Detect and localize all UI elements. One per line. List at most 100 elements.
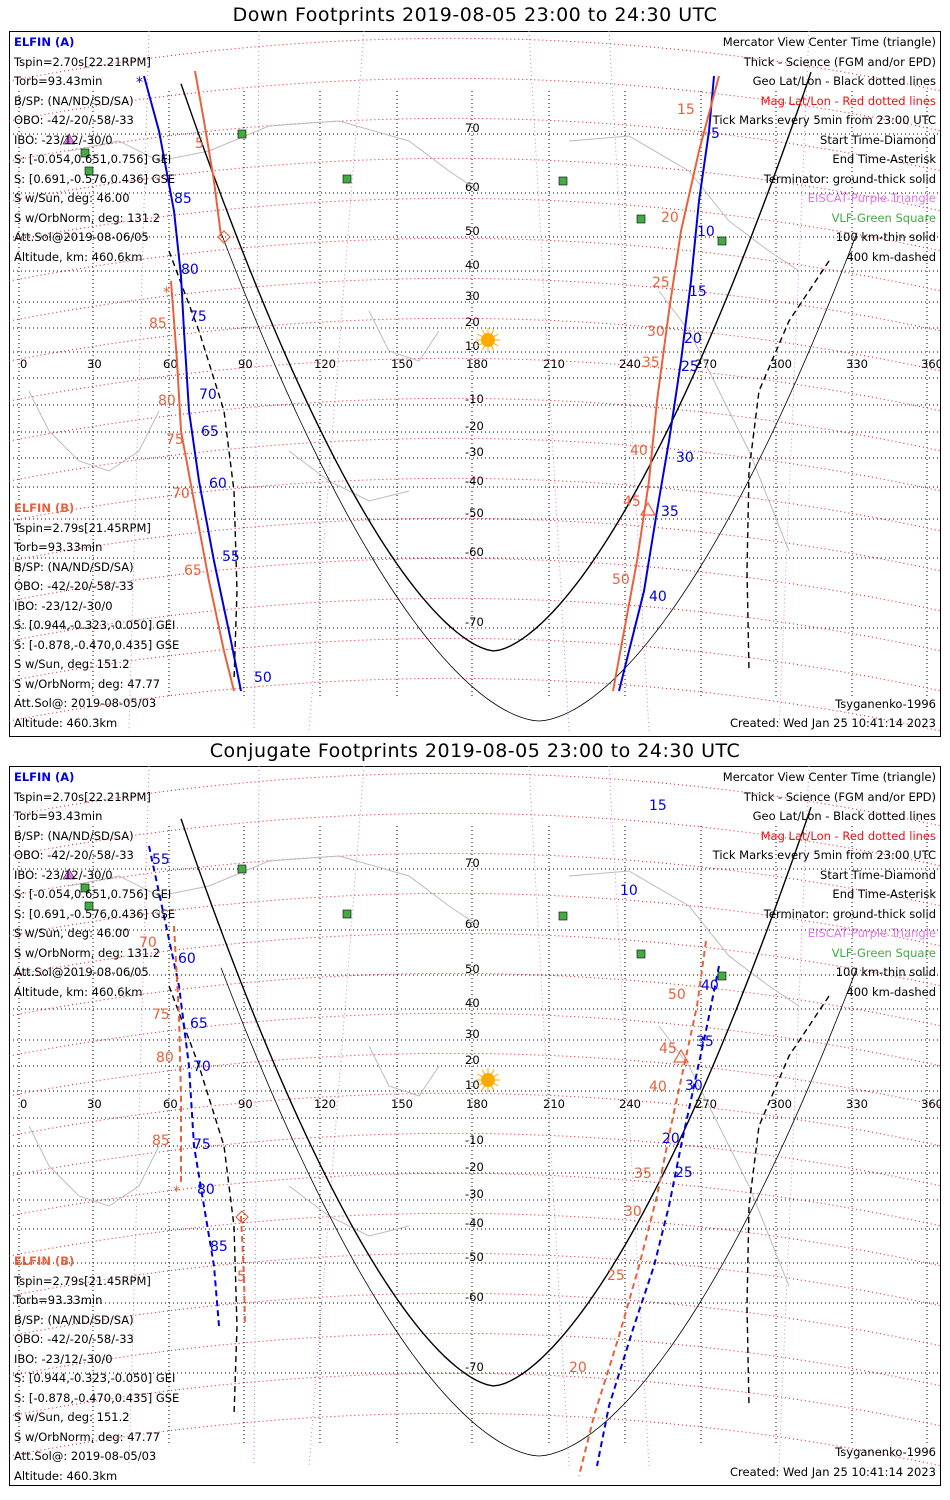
legend-item: Mercator View Center Time (triangle) bbox=[722, 35, 936, 49]
lon-tick-label: 0 bbox=[20, 1097, 27, 1111]
mag-meridian bbox=[778, 31, 810, 732]
elfin-b-tick-label: 25 bbox=[607, 1268, 625, 1284]
elfin-a-tick-label: 60 bbox=[178, 951, 196, 967]
legend-item: Tick Marks every 5min from 23:00 UTC bbox=[712, 113, 936, 127]
elfin-b-track bbox=[170, 280, 235, 692]
coastline bbox=[368, 1045, 440, 1097]
lat-tick-label: 10 bbox=[465, 1078, 480, 1092]
lat-tick-label: -40 bbox=[465, 1216, 484, 1230]
elfin-b-line: OBO: -42/-20/-58/-33 bbox=[14, 579, 134, 593]
vlf-square-icon bbox=[237, 129, 247, 139]
lat-tick-label: -50 bbox=[465, 506, 484, 520]
elfin-b-track bbox=[240, 1215, 246, 1327]
elfin-b-tick-label: 85 bbox=[152, 1133, 170, 1149]
vlf-square-icon bbox=[80, 148, 90, 158]
elfin-b-tick-label: 75 bbox=[166, 432, 184, 448]
coastline bbox=[288, 1185, 410, 1237]
elfin-b-line: Torb=93.33min bbox=[14, 540, 103, 554]
lat-tick-label: -30 bbox=[465, 445, 484, 459]
legend-item: Start Time-Diamond bbox=[820, 132, 936, 147]
elfin-a-track bbox=[596, 965, 720, 1467]
elfin-b-start-diamond bbox=[235, 1210, 249, 1224]
coastline bbox=[288, 450, 410, 502]
legend-item: VLF-Green Square bbox=[831, 945, 936, 960]
vlf-square-icon bbox=[558, 911, 568, 921]
lat-tick-label: 60 bbox=[465, 917, 480, 931]
elfin-b-tick-label: 70 bbox=[172, 486, 190, 502]
lon-tick-label: 60 bbox=[163, 1097, 178, 1111]
elfin-a-line: S: [0.691,-0.576,0.436] GSE bbox=[14, 171, 176, 186]
elfin-a-track bbox=[148, 845, 220, 1327]
lat-tick-label: -50 bbox=[465, 1250, 484, 1264]
elfin-b-track bbox=[173, 925, 182, 1186]
mag-meridian bbox=[253, 31, 260, 732]
coastline bbox=[658, 1025, 790, 1287]
elfin-b-tick-label: 25 bbox=[652, 275, 670, 291]
elfin-b-tick-label: 30 bbox=[624, 1204, 642, 1220]
mag-meridian bbox=[308, 31, 365, 732]
elfin-b-line: OBO: -42/-20/-58/-33 bbox=[14, 1332, 134, 1346]
elfin-a-line: S w/Sun, deg: 46.00 bbox=[14, 191, 130, 205]
elfin-a-header: ELFIN (A) bbox=[14, 770, 75, 784]
mag-meridian bbox=[128, 766, 150, 1467]
coastline bbox=[68, 855, 480, 927]
elfin-a-info: ELFIN (A) Tspin=2.70s[22.21RPM] Torb=93.… bbox=[14, 33, 175, 267]
elfin-a-line: S: [-0.054,0.651,0.756] GEI bbox=[14, 152, 172, 166]
legend-item: VLF-Green Square bbox=[831, 210, 936, 225]
lat-tick-label: -10 bbox=[465, 1133, 484, 1147]
legend-item: Thick - Science (FGM and/or EPD) bbox=[743, 54, 936, 69]
elfin-b-line: Tspin=2.79s[21.45RPM] bbox=[14, 1273, 151, 1288]
terminator-400km bbox=[746, 260, 830, 672]
coastline bbox=[568, 135, 800, 272]
elfin-b-line: S: [-0.878,-0.470,0.435] GSE bbox=[14, 637, 180, 652]
elfin-a-tick-label: 35 bbox=[661, 504, 679, 520]
elfin-b-tick-label: 40 bbox=[649, 1079, 667, 1095]
elfin-b-tick-label: 80 bbox=[158, 393, 176, 409]
elfin-b-line: S: [0.944,-0.323,-0.050] GEI bbox=[14, 1371, 176, 1385]
legend-item: EISCAT-Purple Triangle bbox=[807, 191, 936, 205]
legend-item: Mag Lat/Lon - Red dotted lines bbox=[760, 93, 936, 108]
panel-title-conjugate: Conjugate Footprints 2019-08-05 23:00 to… bbox=[209, 740, 741, 762]
lon-tick-label: 180 bbox=[466, 1097, 488, 1111]
lat-tick-label: -10 bbox=[465, 392, 484, 406]
legend-item: Mercator View Center Time (triangle) bbox=[722, 770, 936, 784]
elfin-b-line: Tspin=2.79s[21.45RPM] bbox=[14, 520, 151, 535]
lon-tick-label: 60 bbox=[163, 357, 178, 371]
elfin-a-tick-label: 40 bbox=[701, 978, 719, 994]
elfin-a-track bbox=[143, 75, 242, 692]
coastline bbox=[68, 120, 480, 192]
lon-tick-label: 180 bbox=[466, 357, 488, 371]
lat-tick-label: -20 bbox=[465, 419, 484, 433]
terminator-400km bbox=[746, 995, 830, 1407]
elfin-a-tick-label: 55 bbox=[222, 549, 240, 565]
elfin-a-line: Altitude, km: 460.6km bbox=[14, 249, 143, 264]
lon-tick-label: 270 bbox=[695, 1097, 717, 1111]
eiscat-triangle-icon bbox=[62, 133, 76, 145]
mag-meridian bbox=[253, 766, 260, 1467]
map-frame bbox=[9, 31, 941, 737]
lon-tick-label: 300 bbox=[770, 1097, 792, 1111]
mag-meridian bbox=[128, 31, 150, 732]
created-label: Created: Wed Jan 25 10:41:14 2023 bbox=[729, 1465, 936, 1479]
legend-item: Tick Marks every 5min from 23:00 UTC bbox=[712, 848, 936, 862]
elfin-a-tick-label: 20 bbox=[662, 1131, 680, 1147]
elfin-a-tick-label: 15 bbox=[649, 798, 667, 814]
coastline bbox=[28, 1125, 160, 1207]
legend-item: Terminator: ground-thick solid bbox=[763, 171, 936, 186]
elfin-b-line: S w/OrbNorm, deg: 47.77 bbox=[14, 1429, 161, 1444]
lat-tick-label: 20 bbox=[465, 1053, 480, 1067]
elfin-b-end-asterisk: * bbox=[173, 1184, 180, 1200]
lon-tick-label: 360 bbox=[921, 357, 941, 371]
vlf-square-icon bbox=[717, 236, 727, 246]
elfin-a-line: S: [0.691,-0.576,0.436] GSE bbox=[14, 906, 176, 921]
elfin-a-header: ELFIN (A) bbox=[14, 35, 75, 49]
elfin-b-line: S w/OrbNorm, deg: 47.77 bbox=[14, 676, 161, 691]
terminator-100km bbox=[220, 232, 858, 722]
elfin-b-tick-label: 30 bbox=[647, 324, 665, 340]
elfin-b-tick-label: 40 bbox=[630, 443, 648, 459]
elfin-a-line: S w/OrbNorm, deg: 131.2 bbox=[14, 945, 161, 960]
elfin-a-tick-label: 65 bbox=[201, 424, 219, 440]
elfin-a-line: OBO: -42/-20/-58/-33 bbox=[14, 113, 134, 127]
elfin-b-tick-label: 5 bbox=[237, 1269, 246, 1285]
panel-title-down: Down Footprints 2019-08-05 23:00 to 24:3… bbox=[232, 4, 718, 26]
